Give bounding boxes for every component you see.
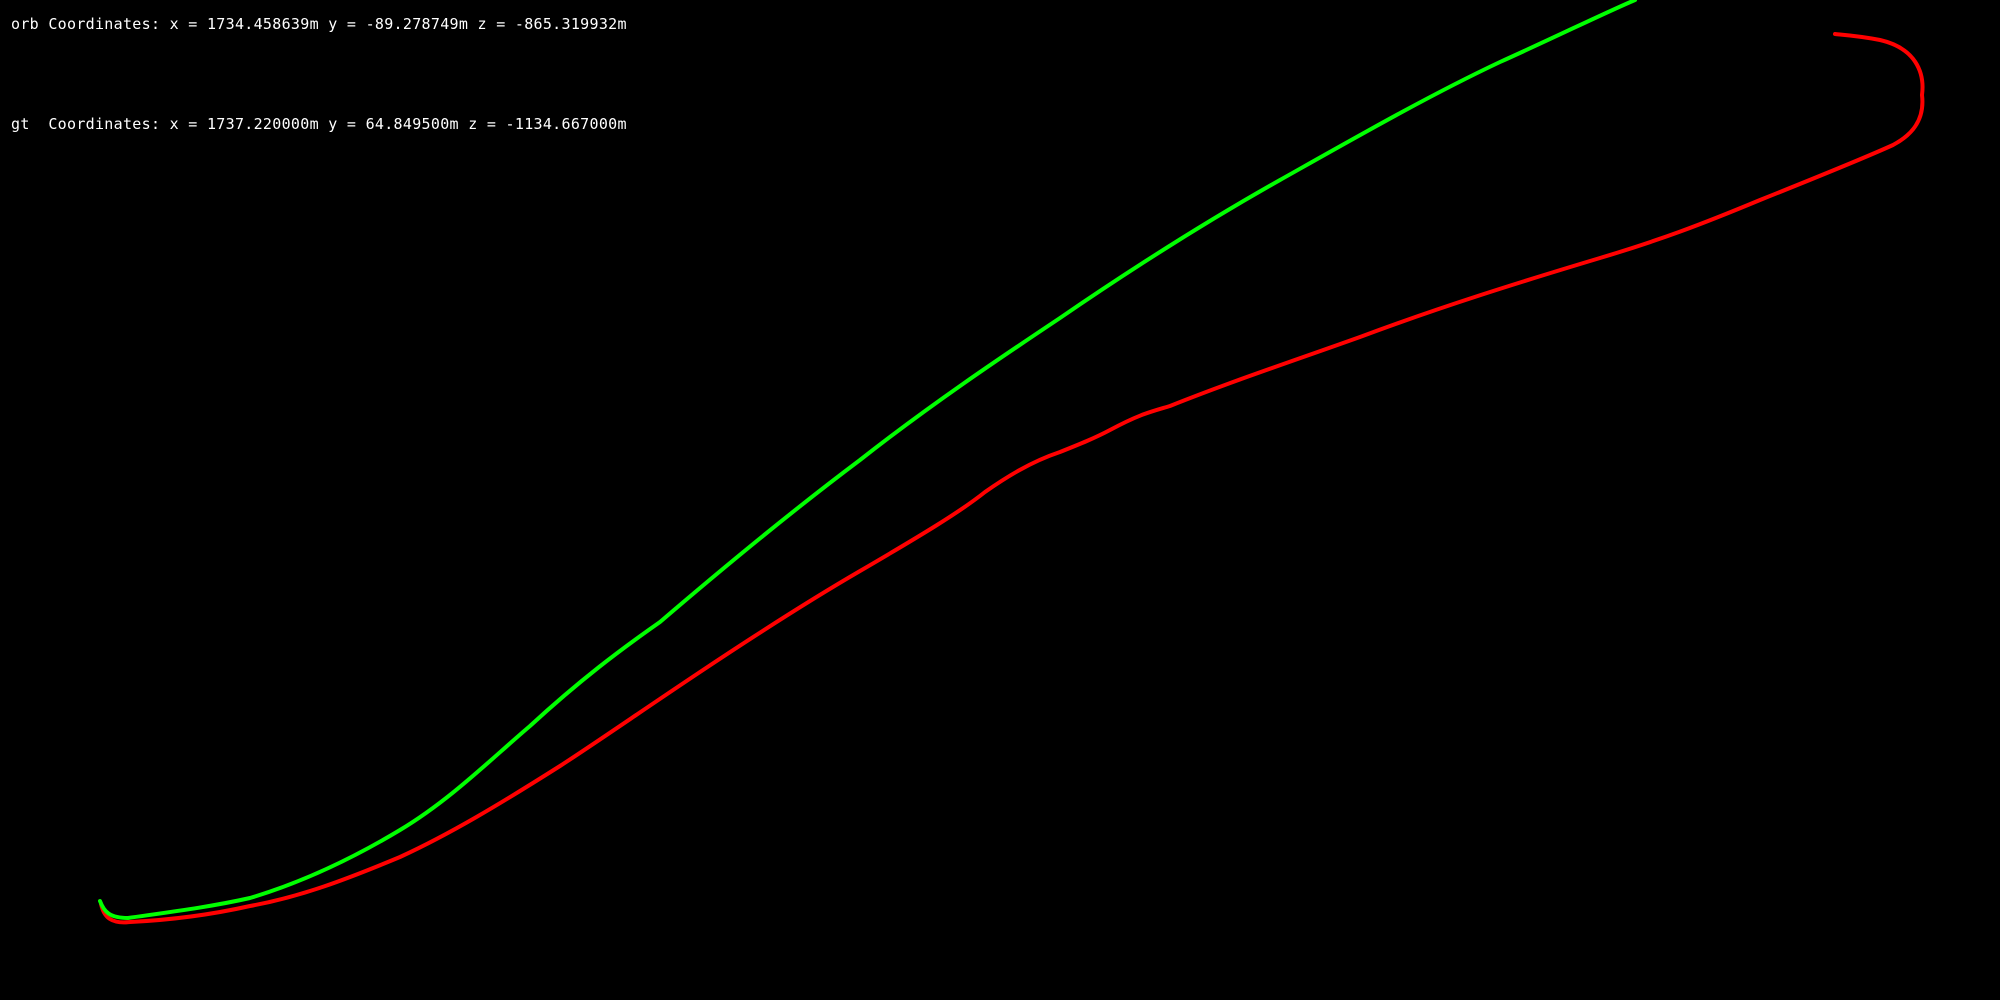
orb-coordinates-text: orb Coordinates: x = 1734.458639m y = -8… xyxy=(11,15,627,33)
gt-trajectory-path xyxy=(99,32,1925,925)
orb-trajectory-path xyxy=(98,0,1637,920)
gt-coordinates-text: gt Coordinates: x = 1737.220000m y = 64.… xyxy=(11,115,627,133)
